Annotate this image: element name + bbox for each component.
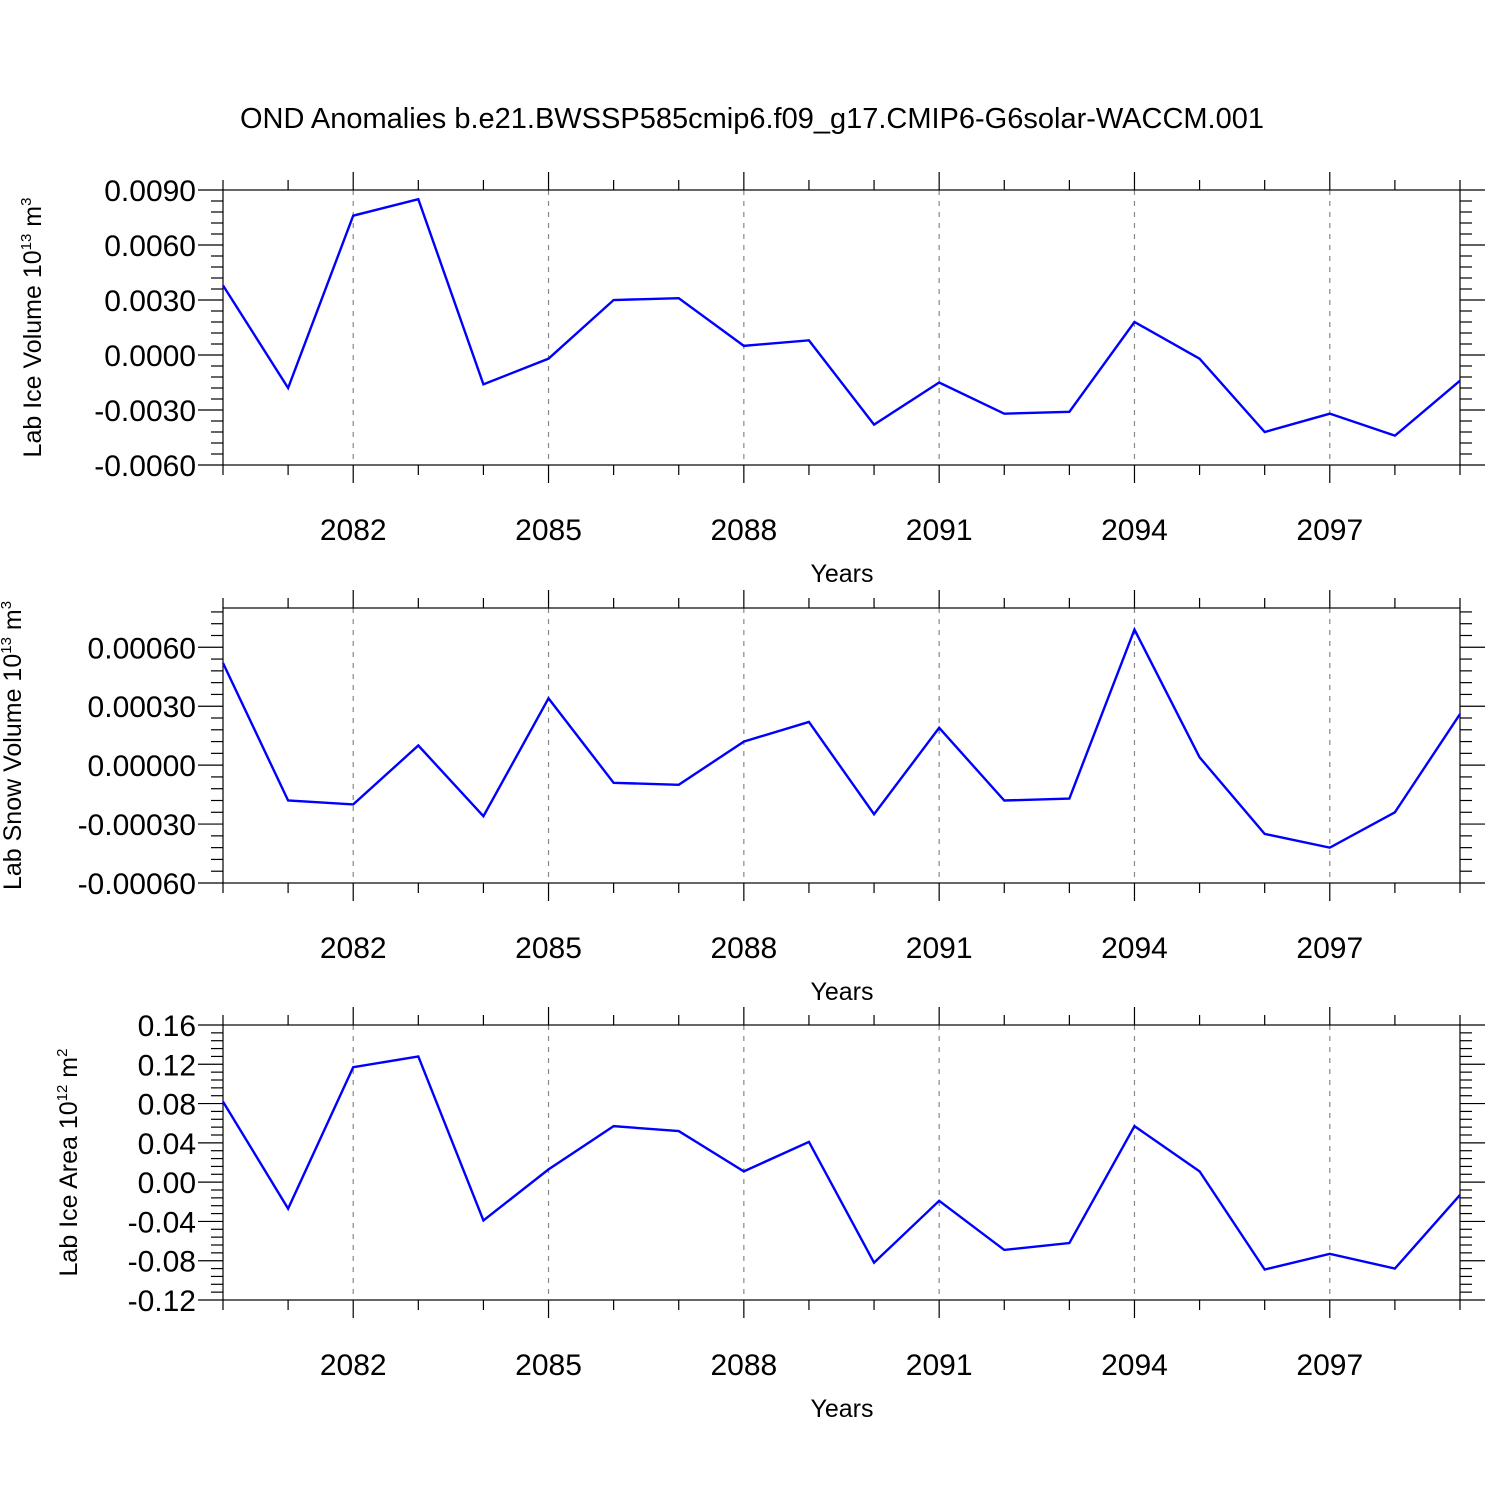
plot-frame	[222, 607, 1461, 884]
y-tick-label: -0.00060	[78, 868, 196, 901]
plot-frame	[222, 189, 1461, 466]
y-tick-label: 0.0060	[104, 230, 196, 263]
y-axis-label: Lab Ice Area 1012 m2	[54, 1049, 83, 1277]
y-tick-label: 0.0000	[104, 340, 196, 373]
y-axis-label: Lab Snow Volume 1013 m3	[0, 601, 27, 890]
x-tick-label: 2085	[515, 932, 582, 965]
y-tick-label: -0.08	[128, 1246, 196, 1279]
x-tick-label: 2085	[515, 1349, 582, 1382]
x-tick-label: 2082	[320, 1349, 387, 1382]
x-tick-label: 2097	[1296, 1349, 1363, 1382]
panel-2: -0.00060 -0.00030 0.00000 0.00030 0.00060 208…	[0, 590, 1485, 1006]
x-tick-label: 2097	[1296, 932, 1363, 965]
x-tick-label: 2088	[710, 1349, 777, 1382]
y-tick-label: 0.00060	[88, 632, 196, 665]
y-tick-label: -0.0060	[94, 450, 196, 483]
x-tick-label: 2094	[1101, 1349, 1168, 1382]
x-tick-label: 2091	[906, 1349, 973, 1382]
y-tick-label: 0.0090	[104, 175, 196, 208]
x-tick-label: 2091	[906, 932, 973, 965]
panel-3: -0.12 -0.08 -0.04 0.00 0.04 0.08 0.12 0.16 2082 2…	[54, 1007, 1485, 1423]
y-tick-label: 0.00030	[88, 691, 196, 724]
y-tick-label: -0.0030	[94, 395, 196, 428]
x-tick-label: 2082	[320, 932, 387, 965]
y-tick-label: 0.04	[138, 1128, 196, 1161]
x-axis-label: Years	[810, 1395, 873, 1423]
chart-title: OND Anomalies b.e21.BWSSP585cmip6.f09_g1…	[240, 103, 1264, 135]
x-tick-label: 2088	[710, 932, 777, 965]
x-tick-label: 2088	[710, 514, 777, 547]
y-tick-label: -0.12	[128, 1285, 196, 1318]
x-tick-label: 2094	[1101, 932, 1168, 965]
y-tick-label: 0.16	[138, 1010, 196, 1043]
y-tick-label: 0.12	[138, 1049, 196, 1082]
y-tick-label: -0.00030	[78, 809, 196, 842]
y-axis-label: Lab Ice Volume 1013 m3	[18, 198, 47, 458]
panel-1: -0.0060 -0.0030 0.0000 0.0030 0.0060 0.0090 20…	[18, 172, 1485, 588]
series-line	[221, 197, 1461, 438]
y-tick-label: 0.0030	[104, 285, 196, 318]
x-tick-label: 2091	[906, 514, 973, 547]
x-tick-label: 2094	[1101, 514, 1168, 547]
y-tick-label: -0.04	[128, 1206, 196, 1239]
plot-frame	[222, 1024, 1461, 1301]
x-tick-label: 2097	[1296, 514, 1363, 547]
panels: -0.0060 -0.0030 0.0000 0.0030 0.0060 0.0090 20…	[0, 172, 1485, 1423]
series-line	[221, 626, 1462, 849]
y-tick-label: 0.08	[138, 1089, 196, 1122]
y-tick-label: 0.00	[138, 1167, 196, 1200]
series-line	[221, 1055, 1461, 1271]
x-axis-label: Years	[810, 560, 873, 588]
x-axis-label: Years	[810, 978, 873, 1006]
y-tick-label: 0.00000	[88, 750, 196, 783]
x-tick-label: 2082	[320, 514, 387, 547]
x-tick-label: 2085	[515, 514, 582, 547]
